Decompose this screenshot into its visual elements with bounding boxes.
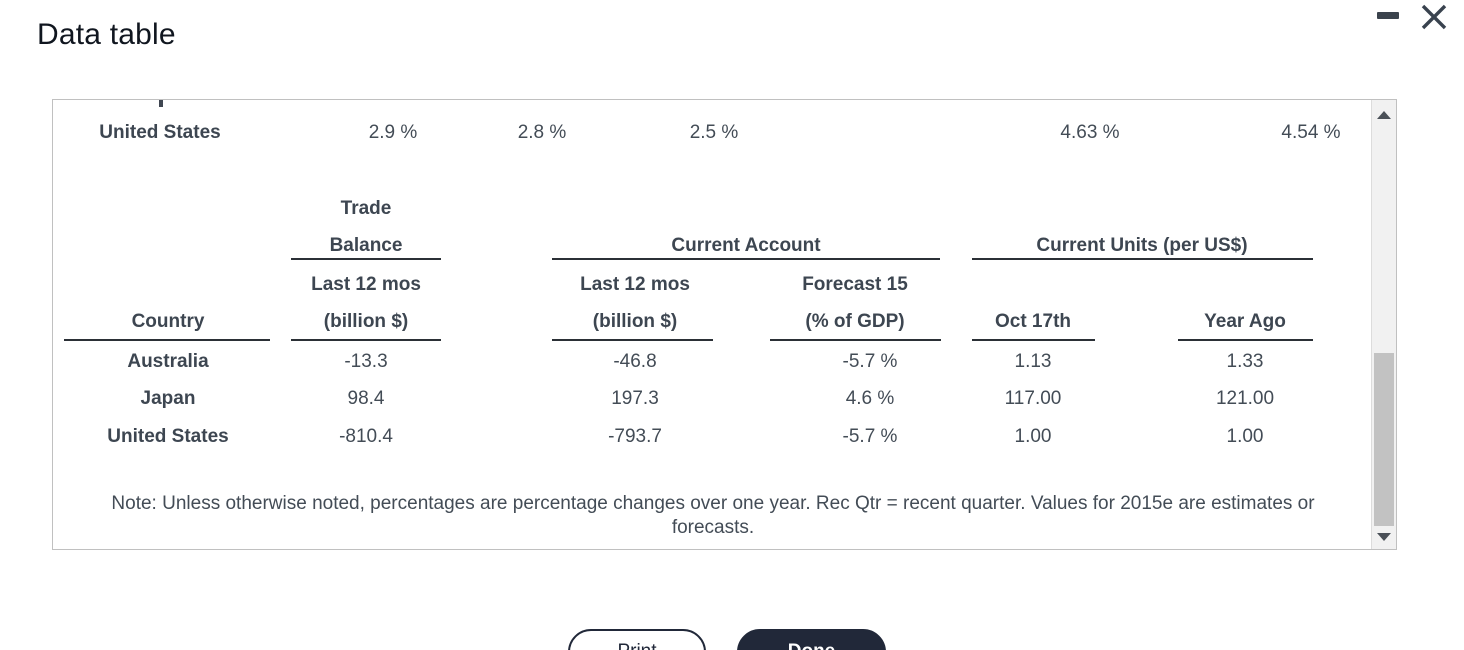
scrolled-row-value: 2.5 %	[689, 122, 739, 143]
group-header-current-units: Current Units (per US$)	[1036, 235, 1248, 256]
minimize-icon[interactable]	[1377, 12, 1399, 19]
row-year-ago: 1.33	[1226, 351, 1264, 372]
row-year-ago: 121.00	[1215, 388, 1275, 409]
group-header-trade-line2: Balance	[329, 235, 403, 256]
row-ca-forecast: 4.6 %	[845, 388, 895, 409]
scrollbar-track[interactable]	[1371, 100, 1396, 549]
row-trade-balance: -810.4	[339, 426, 393, 447]
row-oct-17th: 1.00	[1014, 426, 1052, 447]
col-header-trade-last12-line2: (billion $)	[323, 311, 409, 332]
scrolled-row-value: 2.8 %	[517, 122, 567, 143]
col-header-ca-last12-line1: Last 12 mos	[580, 274, 690, 295]
scrolled-row-country: United States	[99, 122, 221, 143]
dialog-title: Data table	[37, 18, 176, 51]
row-ca-last12: 197.3	[611, 388, 659, 409]
col-underline-country	[64, 339, 270, 341]
col-underline-oct-17th	[972, 339, 1095, 341]
group-underline-current-units	[972, 258, 1313, 260]
data-table-panel: United States 2.9 % 2.8 % 2.5 % 4.63 % 4…	[52, 99, 1397, 550]
group-header-current-account: Current Account	[671, 235, 821, 256]
row-country: United States	[107, 426, 229, 447]
done-button[interactable]: Done	[737, 629, 886, 650]
group-underline-current-account	[552, 258, 940, 260]
col-underline-trade-last12	[291, 339, 441, 341]
col-header-country: Country	[131, 311, 205, 332]
table-note: Note: Unless otherwise noted, percentage…	[111, 493, 1315, 538]
chevron-up-icon[interactable]	[1377, 111, 1391, 119]
col-underline-ca-forecast	[770, 339, 941, 341]
row-trade-balance: -13.3	[344, 351, 388, 372]
col-header-ca-forecast-line2: (% of GDP)	[805, 311, 905, 332]
row-ca-last12: -46.8	[613, 351, 657, 372]
scrollbar-thumb[interactable]	[1374, 353, 1394, 526]
group-header-trade-line1: Trade	[340, 198, 392, 219]
col-header-year-ago: Year Ago	[1204, 311, 1286, 332]
col-underline-ca-last12	[552, 339, 713, 341]
group-underline-trade	[291, 258, 441, 260]
row-oct-17th: 1.13	[1014, 351, 1052, 372]
scrolled-row-value: 4.54 %	[1281, 122, 1341, 143]
close-icon[interactable]	[1419, 2, 1449, 32]
row-year-ago: 1.00	[1226, 426, 1264, 447]
row-country: Australia	[127, 351, 209, 372]
row-ca-forecast: -5.7 %	[842, 426, 898, 447]
col-header-ca-last12-line2: (billion $)	[592, 311, 678, 332]
col-header-trade-last12-line1: Last 12 mos	[311, 274, 421, 295]
row-trade-balance: 98.4	[347, 388, 385, 409]
col-header-oct-17th: Oct 17th	[994, 311, 1072, 332]
row-ca-forecast: -5.7 %	[842, 351, 898, 372]
chevron-down-icon[interactable]	[1377, 533, 1391, 541]
print-button[interactable]: Print	[568, 629, 706, 650]
scrolled-row-value: 2.9 %	[368, 122, 418, 143]
row-ca-last12: -793.7	[608, 426, 662, 447]
row-oct-17th: 117.00	[1004, 388, 1062, 409]
col-underline-year-ago	[1178, 339, 1313, 341]
row-country: Japan	[140, 388, 196, 409]
col-header-ca-forecast-line1: Forecast 15	[802, 274, 908, 295]
scrolled-text-fragment	[159, 100, 163, 107]
scrolled-row-value: 4.63 %	[1060, 122, 1120, 143]
